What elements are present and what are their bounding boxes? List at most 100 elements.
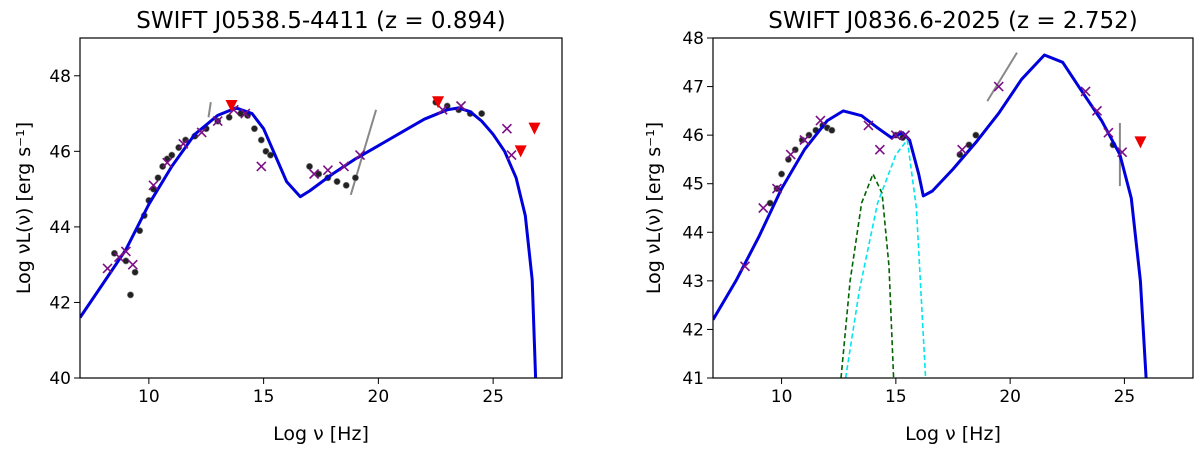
simultaneous-point	[785, 149, 796, 160]
archival-point	[342, 181, 350, 189]
archival-point	[828, 126, 836, 134]
archival-point	[315, 170, 323, 178]
simultaneous-point	[196, 127, 207, 138]
x-axis-label: Log ν [Hz]	[905, 423, 1001, 445]
archival-point	[478, 110, 486, 118]
model-sed-line	[713, 53, 1148, 378]
y-tick-label: 48	[682, 29, 704, 49]
y-axis-label: Log νL(ν) [erg s⁻¹]	[13, 122, 35, 294]
sed-panel-right: SWIFT J0836.6-2025 (z = 2.752) 10 15 20 25 4…	[643, 8, 1194, 445]
simultaneous-point	[212, 116, 223, 127]
bowtie-line	[207, 102, 212, 118]
simultaneous-point	[1117, 147, 1128, 158]
simultaneous-point	[957, 144, 968, 155]
y-tick-label: 44	[682, 223, 704, 243]
y-axis-label: Log νL(ν) [erg s⁻¹]	[643, 122, 665, 294]
simultaneous-point	[1091, 105, 1103, 116]
simultaneous-point	[758, 202, 769, 214]
archival-point	[257, 136, 265, 144]
simultaneous-point	[815, 115, 826, 126]
y-tick-label: 42	[49, 293, 71, 313]
x-tick-label: 10	[138, 387, 160, 407]
simultaneous-point	[890, 130, 901, 141]
y-tick-label: 41	[682, 369, 704, 389]
simultaneous-point	[256, 161, 267, 172]
simultaneous-point	[338, 161, 350, 172]
simultaneous-point	[506, 150, 517, 161]
plot-marks	[713, 52, 1148, 378]
simultaneous-point	[863, 120, 874, 131]
y-tick-label: 46	[49, 142, 71, 162]
archival-point	[182, 136, 190, 144]
plot-marks	[80, 96, 541, 378]
simultaneous-point	[739, 261, 751, 272]
simultaneous-point	[322, 165, 333, 176]
disk-component-line	[844, 138, 927, 378]
simultaneous-point	[102, 263, 113, 274]
archival-point	[972, 131, 980, 139]
upper-limit-marker	[1134, 136, 1147, 149]
x-axis-label: Log ν [Hz]	[273, 423, 369, 445]
archival-point	[154, 174, 162, 182]
simultaneous-point	[240, 108, 251, 119]
simultaneous-point	[799, 134, 810, 146]
x-tick-label: 20	[999, 387, 1021, 407]
axis-ticks: 10 15 20 25 41 42 43 44 45 46 47 48	[682, 29, 1135, 407]
simultaneous-point	[1080, 86, 1091, 97]
y-tick-label: 44	[49, 218, 71, 238]
upper-limit-marker	[225, 100, 238, 112]
model-sed-line	[80, 106, 538, 378]
x-tick-label: 15	[885, 387, 907, 407]
simultaneous-point	[113, 252, 125, 263]
simultaneous-point	[162, 157, 173, 168]
simultaneous-point	[309, 168, 320, 180]
plot-frame	[712, 37, 1194, 379]
upper-limit-marker	[432, 96, 445, 109]
archival-point	[131, 268, 139, 276]
archival-point	[778, 170, 786, 178]
y-tick-label: 43	[682, 272, 704, 292]
upper-limit-marker	[528, 122, 541, 135]
simultaneous-point	[455, 100, 467, 112]
x-tick-label: 20	[368, 387, 390, 407]
x-tick-label: 25	[482, 387, 504, 407]
simultaneous-point	[178, 138, 189, 149]
simultaneous-point	[437, 104, 448, 115]
torus-component-line	[840, 171, 895, 378]
archival-point	[126, 291, 134, 299]
simultaneous-point	[120, 246, 131, 257]
simultaneous-point	[148, 180, 159, 191]
bowtie-line	[986, 52, 1018, 102]
archival-point	[333, 178, 341, 186]
simultaneous-point	[874, 144, 885, 155]
archival-point	[225, 113, 233, 121]
chart-title: SWIFT J0538.5-4411 (z = 0.894)	[136, 8, 505, 34]
archival-point	[351, 174, 359, 182]
sed-panel-left: SWIFT J0538.5-4411 (z = 0.894) 10 15 20 25 4…	[13, 8, 563, 445]
x-tick-label: 10	[771, 387, 793, 407]
simultaneous-point	[127, 259, 138, 270]
chart-title: SWIFT J0836.6-2025 (z = 2.752)	[768, 8, 1137, 34]
archival-point	[168, 151, 176, 159]
simultaneous-point	[771, 183, 783, 194]
upper-limit-marker	[514, 145, 527, 158]
plot-frame	[79, 37, 563, 379]
simultaneous-point	[899, 130, 911, 141]
y-tick-label: 46	[682, 126, 704, 146]
archival-point	[250, 125, 258, 133]
simultaneous-point	[501, 123, 512, 134]
y-tick-label: 48	[49, 67, 71, 87]
y-tick-label: 47	[682, 78, 704, 98]
axis-ticks: 10 15 20 25 40 42 44 46 48	[49, 67, 504, 407]
x-tick-label: 15	[253, 387, 275, 407]
simultaneous-point	[993, 81, 1004, 92]
x-tick-label: 25	[1114, 387, 1136, 407]
simultaneous-point	[1103, 127, 1114, 138]
y-tick-label: 42	[682, 320, 704, 340]
simultaneous-point	[354, 150, 366, 161]
archival-point	[262, 147, 270, 155]
y-tick-label: 45	[682, 175, 704, 195]
y-tick-label: 40	[49, 369, 71, 389]
archival-point	[306, 162, 314, 170]
